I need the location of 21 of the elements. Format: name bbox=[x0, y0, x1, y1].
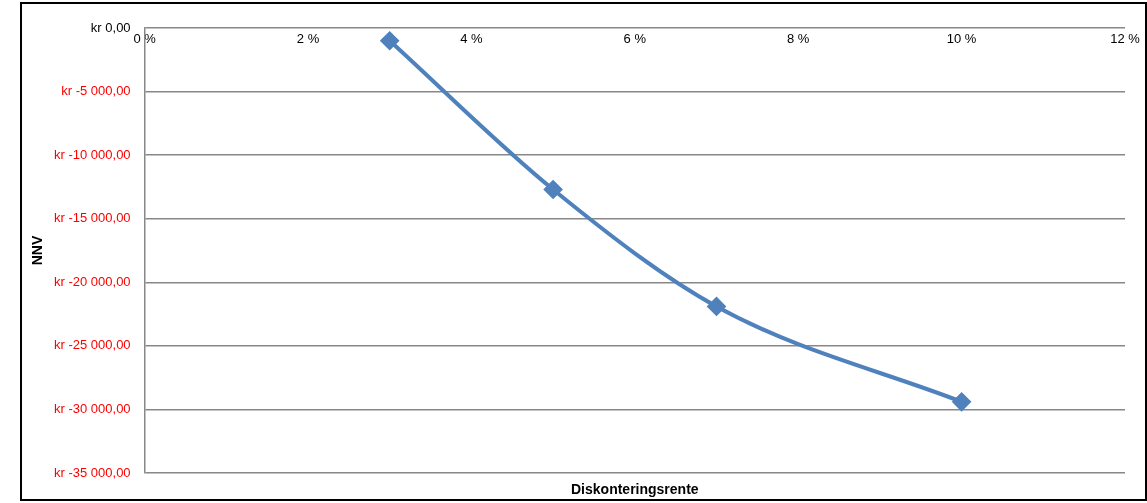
point bbox=[544, 180, 563, 199]
y-axis-title: NNV bbox=[28, 235, 45, 266]
x-tick-label: 6 % bbox=[623, 31, 647, 47]
x-axis-title: Diskonteringsrente bbox=[571, 480, 699, 497]
x-tick-label: 4 % bbox=[460, 31, 484, 47]
y-tick-label: kr 0,00 bbox=[90, 19, 131, 35]
y-tick-label: kr -25 000,00 bbox=[53, 337, 131, 353]
x-tick-label: 12 % bbox=[1110, 31, 1141, 47]
point bbox=[952, 392, 971, 411]
y-tick-label: kr -30 000,00 bbox=[53, 401, 131, 417]
y-tick-label: kr -10 000,00 bbox=[53, 146, 131, 162]
y-tick-label: kr -35 000,00 bbox=[53, 464, 131, 480]
point bbox=[380, 31, 399, 50]
x-tick-label: 8 % bbox=[787, 31, 810, 47]
x-tick-label: 0 % bbox=[133, 31, 157, 47]
x-tick-label: 10 % bbox=[946, 31, 977, 47]
y-tick-label: kr -15 000,00 bbox=[53, 210, 131, 226]
x-tick-label: 2 % bbox=[296, 31, 320, 47]
y-tick-label: kr -5 000,00 bbox=[61, 83, 131, 99]
y-tick-label: kr -20 000,00 bbox=[53, 273, 131, 289]
point bbox=[707, 297, 726, 316]
